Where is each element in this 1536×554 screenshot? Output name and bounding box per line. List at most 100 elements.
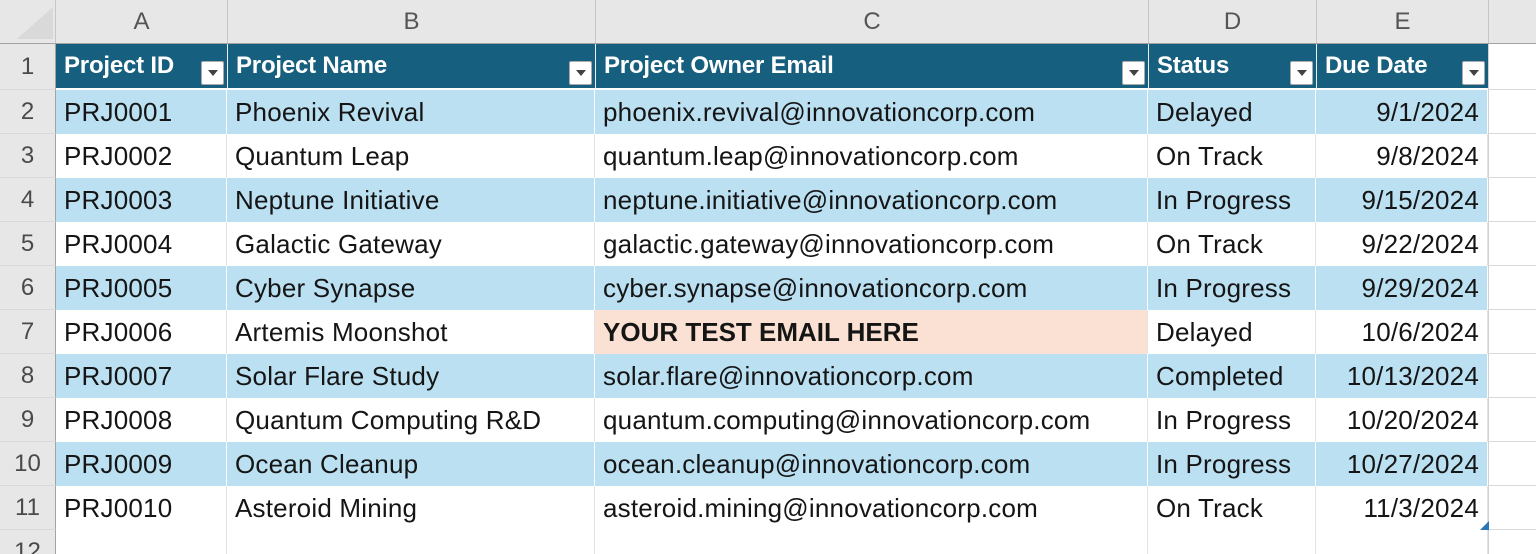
header-cell-owner-email[interactable]: Project Owner Email: [595, 44, 1148, 90]
cell-A7[interactable]: PRJ0006: [56, 310, 227, 354]
cell-D7[interactable]: Delayed: [1148, 310, 1316, 354]
column-header-a[interactable]: A: [56, 0, 227, 43]
row-number-7[interactable]: 7: [0, 310, 56, 354]
cell-E12[interactable]: [1316, 530, 1488, 554]
cell-A4[interactable]: PRJ0003: [56, 178, 227, 222]
cell-B5[interactable]: Galactic Gateway: [227, 222, 595, 266]
header-cell-due-date[interactable]: Due Date: [1316, 44, 1488, 90]
column-header-e[interactable]: E: [1316, 0, 1488, 43]
cell-B4[interactable]: Neptune Initiative: [227, 178, 595, 222]
cell-A5[interactable]: PRJ0004: [56, 222, 227, 266]
cell-D6[interactable]: In Progress: [1148, 266, 1316, 310]
cell-C10[interactable]: ocean.cleanup@innovationcorp.com: [595, 442, 1148, 486]
filter-button-project-name[interactable]: [569, 61, 592, 85]
cell-B2[interactable]: Phoenix Revival: [227, 90, 595, 134]
row-number-3[interactable]: 3: [0, 134, 56, 178]
cell-B3[interactable]: Quantum Leap: [227, 134, 595, 178]
column-header-c[interactable]: C: [595, 0, 1148, 43]
cell-A6[interactable]: PRJ0005: [56, 266, 227, 310]
empty-cell[interactable]: [1488, 44, 1536, 90]
empty-cell[interactable]: [1488, 486, 1536, 530]
cell-A11[interactable]: PRJ0010: [56, 486, 227, 530]
cell-C7[interactable]: YOUR TEST EMAIL HERE: [595, 310, 1148, 354]
empty-cell[interactable]: [1488, 134, 1536, 178]
cell-text: solar.flare@innovationcorp.com: [603, 360, 974, 391]
cell-B12[interactable]: [227, 530, 595, 554]
filter-button-status[interactable]: [1290, 61, 1313, 85]
cell-A8[interactable]: PRJ0007: [56, 354, 227, 398]
header-cell-status[interactable]: Status: [1148, 44, 1316, 90]
cell-C2[interactable]: phoenix.revival@innovationcorp.com: [595, 90, 1148, 134]
column-header-d[interactable]: D: [1148, 0, 1316, 43]
cell-A9[interactable]: PRJ0008: [56, 398, 227, 442]
header-cell-project-id[interactable]: Project ID: [56, 44, 227, 90]
filter-button-due-date[interactable]: [1462, 61, 1485, 85]
cell-C5[interactable]: galactic.gateway@innovationcorp.com: [595, 222, 1148, 266]
cell-D3[interactable]: On Track: [1148, 134, 1316, 178]
row-number-6[interactable]: 6: [0, 266, 56, 310]
cell-D12[interactable]: [1148, 530, 1316, 554]
row-number-9[interactable]: 9: [0, 398, 56, 442]
cell-D2[interactable]: Delayed: [1148, 90, 1316, 134]
cell-C11[interactable]: asteroid.mining@innovationcorp.com: [595, 486, 1148, 530]
cell-B9[interactable]: Quantum Computing R&D: [227, 398, 595, 442]
cell-D5[interactable]: On Track: [1148, 222, 1316, 266]
cell-E5[interactable]: 9/22/2024: [1316, 222, 1488, 266]
row-number-10[interactable]: 10: [0, 442, 56, 486]
cell-E10[interactable]: 10/27/2024: [1316, 442, 1488, 486]
cell-A3[interactable]: PRJ0002: [56, 134, 227, 178]
filter-button-project-id[interactable]: [201, 61, 224, 85]
cell-C3[interactable]: quantum.leap@innovationcorp.com: [595, 134, 1148, 178]
cell-B7[interactable]: Artemis Moonshot: [227, 310, 595, 354]
cell-B10[interactable]: Ocean Cleanup: [227, 442, 595, 486]
row-number-1[interactable]: 1: [0, 44, 56, 90]
empty-cell[interactable]: [1488, 442, 1536, 486]
cell-text: On Track: [1156, 492, 1264, 523]
cell-E9[interactable]: 10/20/2024: [1316, 398, 1488, 442]
filter-button-owner-email[interactable]: [1122, 61, 1145, 85]
cell-C12[interactable]: [595, 530, 1148, 554]
cell-E3[interactable]: 9/8/2024: [1316, 134, 1488, 178]
cell-D8[interactable]: Completed: [1148, 354, 1316, 398]
cell-A2[interactable]: PRJ0001: [56, 90, 227, 134]
empty-cell[interactable]: [1488, 178, 1536, 222]
cell-E11[interactable]: 11/3/2024: [1316, 486, 1488, 530]
cell-D9[interactable]: In Progress: [1148, 398, 1316, 442]
row-number-11[interactable]: 11: [0, 486, 56, 530]
select-all-corner[interactable]: [0, 0, 56, 43]
cell-B11[interactable]: Asteroid Mining: [227, 486, 595, 530]
empty-cell[interactable]: [1488, 90, 1536, 134]
empty-cell[interactable]: [1488, 530, 1536, 554]
cell-E6[interactable]: 9/29/2024: [1316, 266, 1488, 310]
row-number-12[interactable]: 12: [0, 530, 56, 554]
cell-A10[interactable]: PRJ0009: [56, 442, 227, 486]
cell-E7[interactable]: 10/6/2024: [1316, 310, 1488, 354]
column-header-f-partial[interactable]: [1488, 0, 1536, 43]
table-resize-handle[interactable]: [1480, 521, 1489, 530]
cell-D11[interactable]: On Track: [1148, 486, 1316, 530]
cell-D10[interactable]: In Progress: [1148, 442, 1316, 486]
cell-C6[interactable]: cyber.synapse@innovationcorp.com: [595, 266, 1148, 310]
row-number-4[interactable]: 4: [0, 178, 56, 222]
cell-E8[interactable]: 10/13/2024: [1316, 354, 1488, 398]
cell-C8[interactable]: solar.flare@innovationcorp.com: [595, 354, 1148, 398]
header-cell-project-name[interactable]: Project Name: [227, 44, 595, 90]
empty-cell[interactable]: [1488, 398, 1536, 442]
cell-E2[interactable]: 9/1/2024: [1316, 90, 1488, 134]
empty-cell[interactable]: [1488, 354, 1536, 398]
cell-D4[interactable]: In Progress: [1148, 178, 1316, 222]
cell-C9[interactable]: quantum.computing@innovationcorp.com: [595, 398, 1148, 442]
cell-B8[interactable]: Solar Flare Study: [227, 354, 595, 398]
row-number-8[interactable]: 8: [0, 354, 56, 398]
row-number-2[interactable]: 2: [0, 90, 56, 134]
column-header-b[interactable]: B: [227, 0, 595, 43]
cell-A12[interactable]: [56, 530, 227, 554]
cell-C4[interactable]: neptune.initiative@innovationcorp.com: [595, 178, 1148, 222]
empty-cell[interactable]: [1488, 310, 1536, 354]
cell-B6[interactable]: Cyber Synapse: [227, 266, 595, 310]
row-number-5[interactable]: 5: [0, 222, 56, 266]
empty-cell[interactable]: [1488, 222, 1536, 266]
empty-cell[interactable]: [1488, 266, 1536, 310]
cell-E4[interactable]: 9/15/2024: [1316, 178, 1488, 222]
cell-text: 10/27/2024: [1346, 448, 1479, 479]
